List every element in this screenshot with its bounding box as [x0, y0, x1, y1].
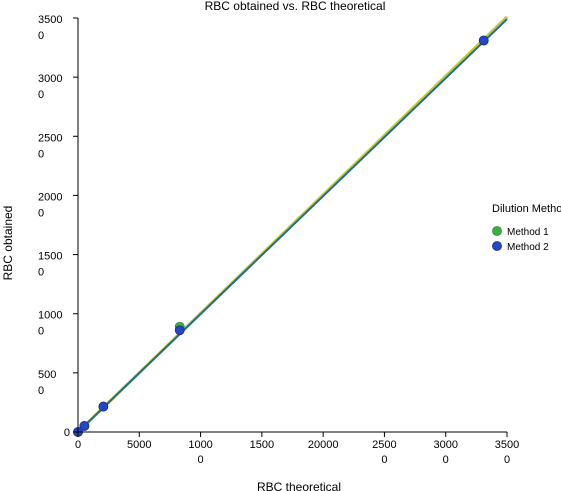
- y-tick-label: 2000: [38, 191, 62, 203]
- y-axis-title: RBC obtained: [1, 206, 15, 281]
- y-tick-label: 1000: [38, 310, 62, 322]
- y-tick-label: 3500: [38, 14, 62, 26]
- y-tick-label: 0: [38, 207, 44, 219]
- y-tick-label: 0: [38, 30, 44, 42]
- x-tick-label: 1500: [250, 439, 274, 451]
- x-tick-label: 5000: [127, 439, 151, 451]
- legend-title: Dilution Method: [492, 203, 561, 215]
- y-tick-label: 0: [38, 267, 44, 279]
- x-tick-label: 2500: [372, 439, 396, 451]
- legend-label-method-1: Method 1: [507, 227, 549, 238]
- data-points: [73, 35, 489, 437]
- axes: [77, 18, 507, 433]
- y-tick-label: 0: [38, 89, 44, 101]
- y-tick-label: 2500: [38, 132, 62, 144]
- x-tick-label: 3500: [495, 439, 519, 451]
- y-axis-ticks: 0 500 0 1000 0 1500 0 2000 0 2500 0 3000 0 3500 0: [38, 14, 78, 439]
- x-tick-label: 0: [443, 454, 449, 466]
- y-tick-label: 0: [64, 427, 70, 439]
- legend: Dilution Method Method 1 Method 2: [492, 203, 561, 253]
- point-method-2: [478, 35, 489, 46]
- legend-marker-method-1: [492, 226, 502, 236]
- x-tick-label: 0: [381, 454, 387, 466]
- legend-label-method-2: Method 2: [507, 242, 549, 253]
- y-tick-label: 0: [38, 385, 44, 397]
- point-method-2: [174, 325, 185, 336]
- y-tick-label: 500: [38, 369, 56, 381]
- y-tick-label: 0: [38, 326, 44, 338]
- fit-lines: [76, 15, 509, 434]
- chart-title: RBC obtained vs. RBC theoretical: [205, 0, 386, 13]
- y-tick-label: 0: [38, 148, 44, 160]
- y-tick-label: 1500: [38, 251, 62, 263]
- point-method-2: [98, 401, 109, 412]
- x-tick-label: 0: [75, 439, 81, 451]
- x-tick-label: 1000: [188, 439, 212, 451]
- x-tick-label: 0: [198, 454, 204, 466]
- x-tick-label: 20000: [308, 439, 339, 451]
- x-axis-title: RBC theoretical: [257, 480, 341, 491]
- legend-marker-method-2: [492, 241, 502, 251]
- x-tick-label: 3000: [433, 439, 457, 451]
- x-tick-label: 0: [504, 454, 510, 466]
- y-tick-label: 3000: [38, 73, 62, 85]
- point-method-2: [79, 421, 90, 431]
- fit-line-2: [77, 18, 508, 433]
